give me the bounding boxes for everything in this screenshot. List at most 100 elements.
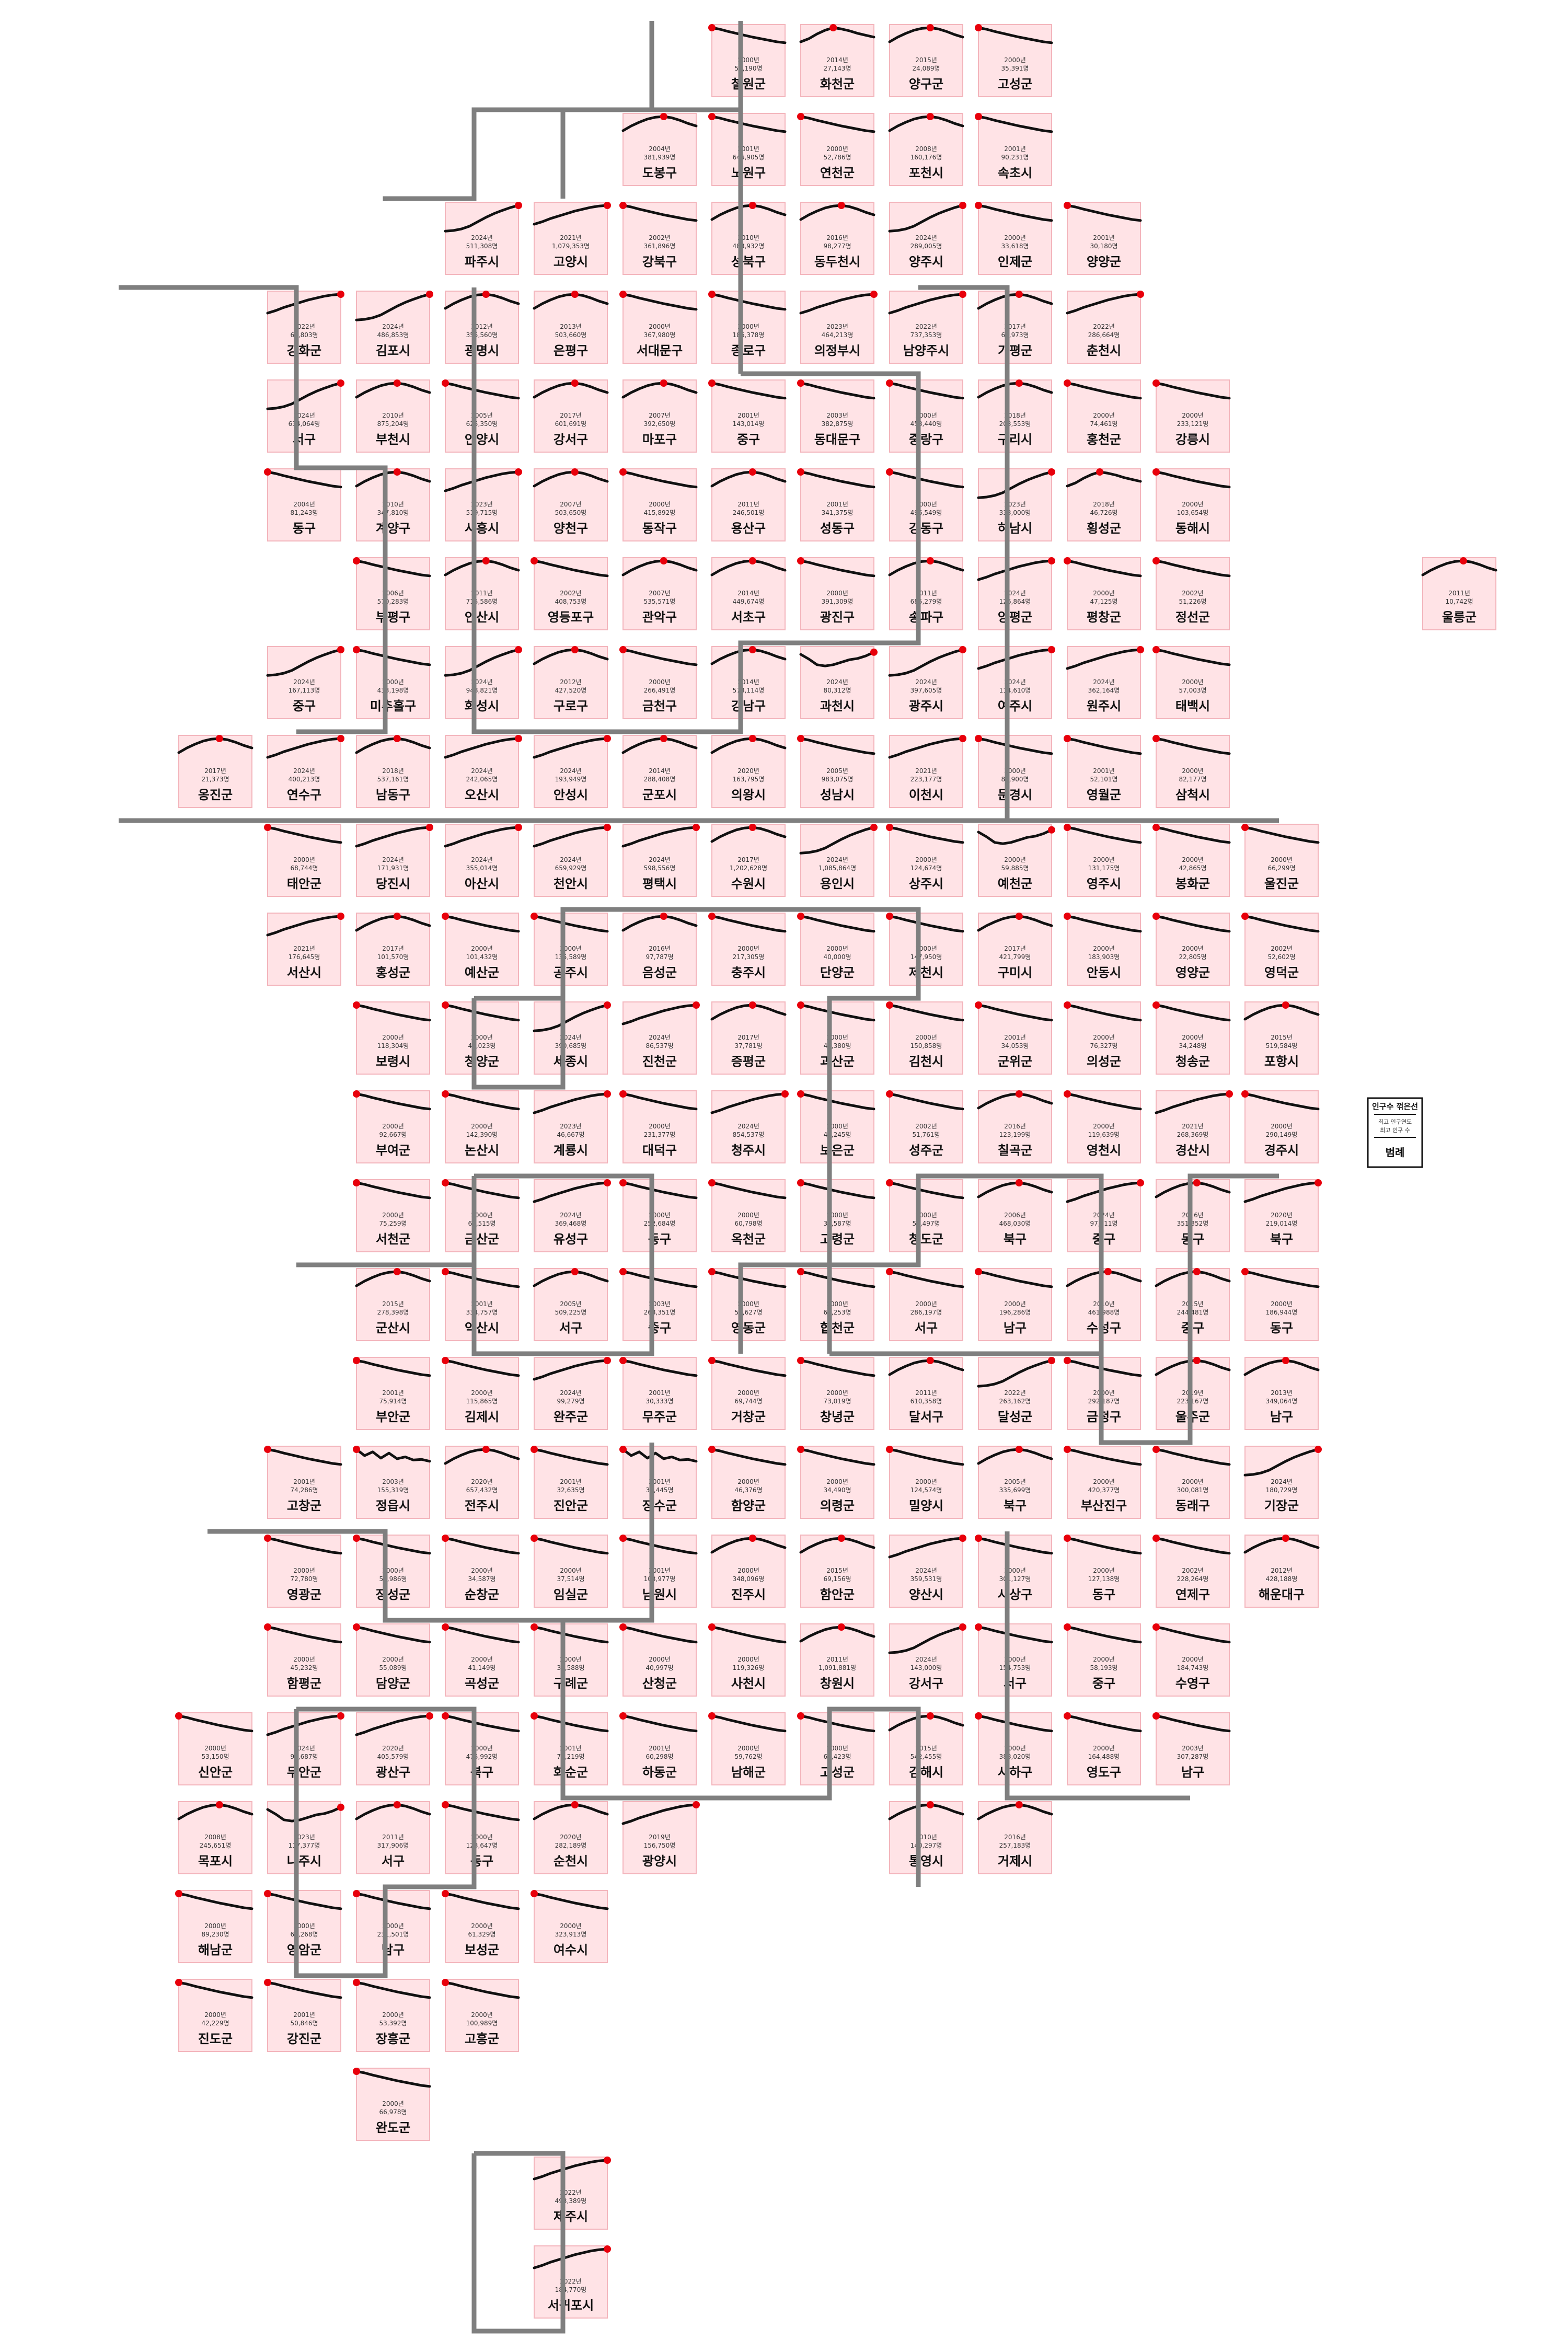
- peak-year: 2001년: [737, 145, 759, 153]
- peak-marker: [353, 1623, 360, 1631]
- peak-year: 2022년: [915, 323, 937, 330]
- peak-population: 131,175명: [1088, 864, 1120, 872]
- peak-population: 69,156명: [823, 1575, 851, 1583]
- peak-marker: [393, 735, 401, 742]
- peak-year: 2000년: [1093, 1745, 1115, 1752]
- peak-population: 117,377명: [289, 1842, 320, 1849]
- peak-year: 2023년: [1004, 501, 1026, 508]
- region-name: 동대문구: [814, 432, 860, 447]
- peak-year: 2024년: [1004, 678, 1026, 686]
- peak-population: 68,744명: [290, 864, 318, 872]
- peak-marker: [748, 202, 756, 209]
- jeju-border: [471, 2151, 566, 2334]
- peak-year: 2001년: [1004, 1034, 1026, 1041]
- population-trend-line: [799, 1448, 875, 1466]
- peak-year: 2023년: [826, 323, 848, 330]
- region-tiles: 2000년53,190명철원군2014년27,143명화천군2015년24,08…: [175, 24, 1497, 2319]
- region-name: 수원시: [731, 877, 766, 891]
- peak-year: 2024년: [560, 767, 582, 775]
- peak-marker: [870, 648, 878, 656]
- peak-year: 2000년: [826, 1300, 848, 1308]
- region-name: 의령군: [820, 1498, 855, 1513]
- peak-marker: [264, 824, 271, 831]
- peak-population: 171,931명: [377, 864, 409, 872]
- peak-marker: [748, 824, 756, 831]
- region-tile-bg: [889, 1623, 963, 1697]
- region-name: 중구: [1181, 1321, 1204, 1335]
- peak-marker: [1015, 379, 1023, 387]
- region-name: 공주시: [554, 965, 588, 980]
- region-name: 임실군: [554, 1587, 588, 1602]
- peak-population: 150,858명: [910, 1042, 942, 1050]
- population-trend-line: [977, 1092, 1053, 1110]
- population-trend-line: [710, 1004, 787, 1021]
- peak-year: 2000년: [1093, 412, 1115, 419]
- peak-population: 301,127명: [999, 1575, 1031, 1583]
- peak-marker: [604, 1179, 611, 1186]
- peak-population: 51,226명: [1179, 598, 1206, 605]
- peak-population: 334,757명: [466, 1309, 498, 1316]
- peak-year: 2000년: [1004, 856, 1026, 863]
- region-name: 횡성군: [1087, 521, 1121, 536]
- peak-marker: [797, 557, 804, 564]
- population-trend-line: [444, 1359, 520, 1377]
- peak-year: 2024년: [382, 856, 404, 863]
- peak-marker: [619, 1623, 627, 1631]
- peak-year: 2021년: [915, 767, 937, 775]
- population-trend-line: [1155, 559, 1231, 578]
- peak-year: 2000년: [1093, 590, 1115, 597]
- population-trend-line: [621, 1448, 698, 1463]
- region-name: 문경시: [998, 788, 1032, 802]
- region-tile-bg: [267, 913, 341, 986]
- peak-marker: [708, 1712, 716, 1720]
- region-name: 중구: [293, 699, 316, 713]
- peak-marker: [619, 1357, 627, 1364]
- peak-marker: [515, 735, 522, 742]
- peak-marker: [571, 291, 579, 298]
- region-tile-bg: [1067, 1268, 1141, 1341]
- population-trend-line: [799, 826, 875, 855]
- peak-year: 2017년: [1004, 945, 1026, 952]
- peak-population: 147,950명: [910, 953, 942, 961]
- peak-population: 511,308명: [466, 243, 498, 250]
- peak-year: 2000년: [915, 1212, 937, 1219]
- peak-population: 659,929명: [555, 864, 587, 872]
- population-trend-line: [355, 648, 431, 666]
- population-trend-line: [1155, 737, 1231, 755]
- region-name: 남구: [1004, 1321, 1027, 1335]
- peak-year: 2024년: [737, 1123, 759, 1130]
- region-tile-bg: [267, 1712, 341, 1785]
- region-name: 원주시: [1087, 699, 1121, 713]
- region-name: 의정부시: [814, 343, 860, 358]
- peak-year: 2000년: [915, 1034, 937, 1041]
- region-name: 시흥시: [465, 521, 499, 536]
- peak-marker: [660, 913, 667, 920]
- population-trend-line: [1066, 1625, 1142, 1644]
- population-trend-line: [355, 1803, 431, 1820]
- region-tile-bg: [534, 2157, 608, 2230]
- region-tile-bg: [1067, 1179, 1141, 1252]
- peak-year: 2000년: [826, 1123, 848, 1130]
- population-trend-line: [266, 737, 342, 759]
- region-name: 성동구: [820, 521, 855, 536]
- population-trend-line: [1155, 1004, 1231, 1022]
- peak-marker: [442, 1001, 449, 1009]
